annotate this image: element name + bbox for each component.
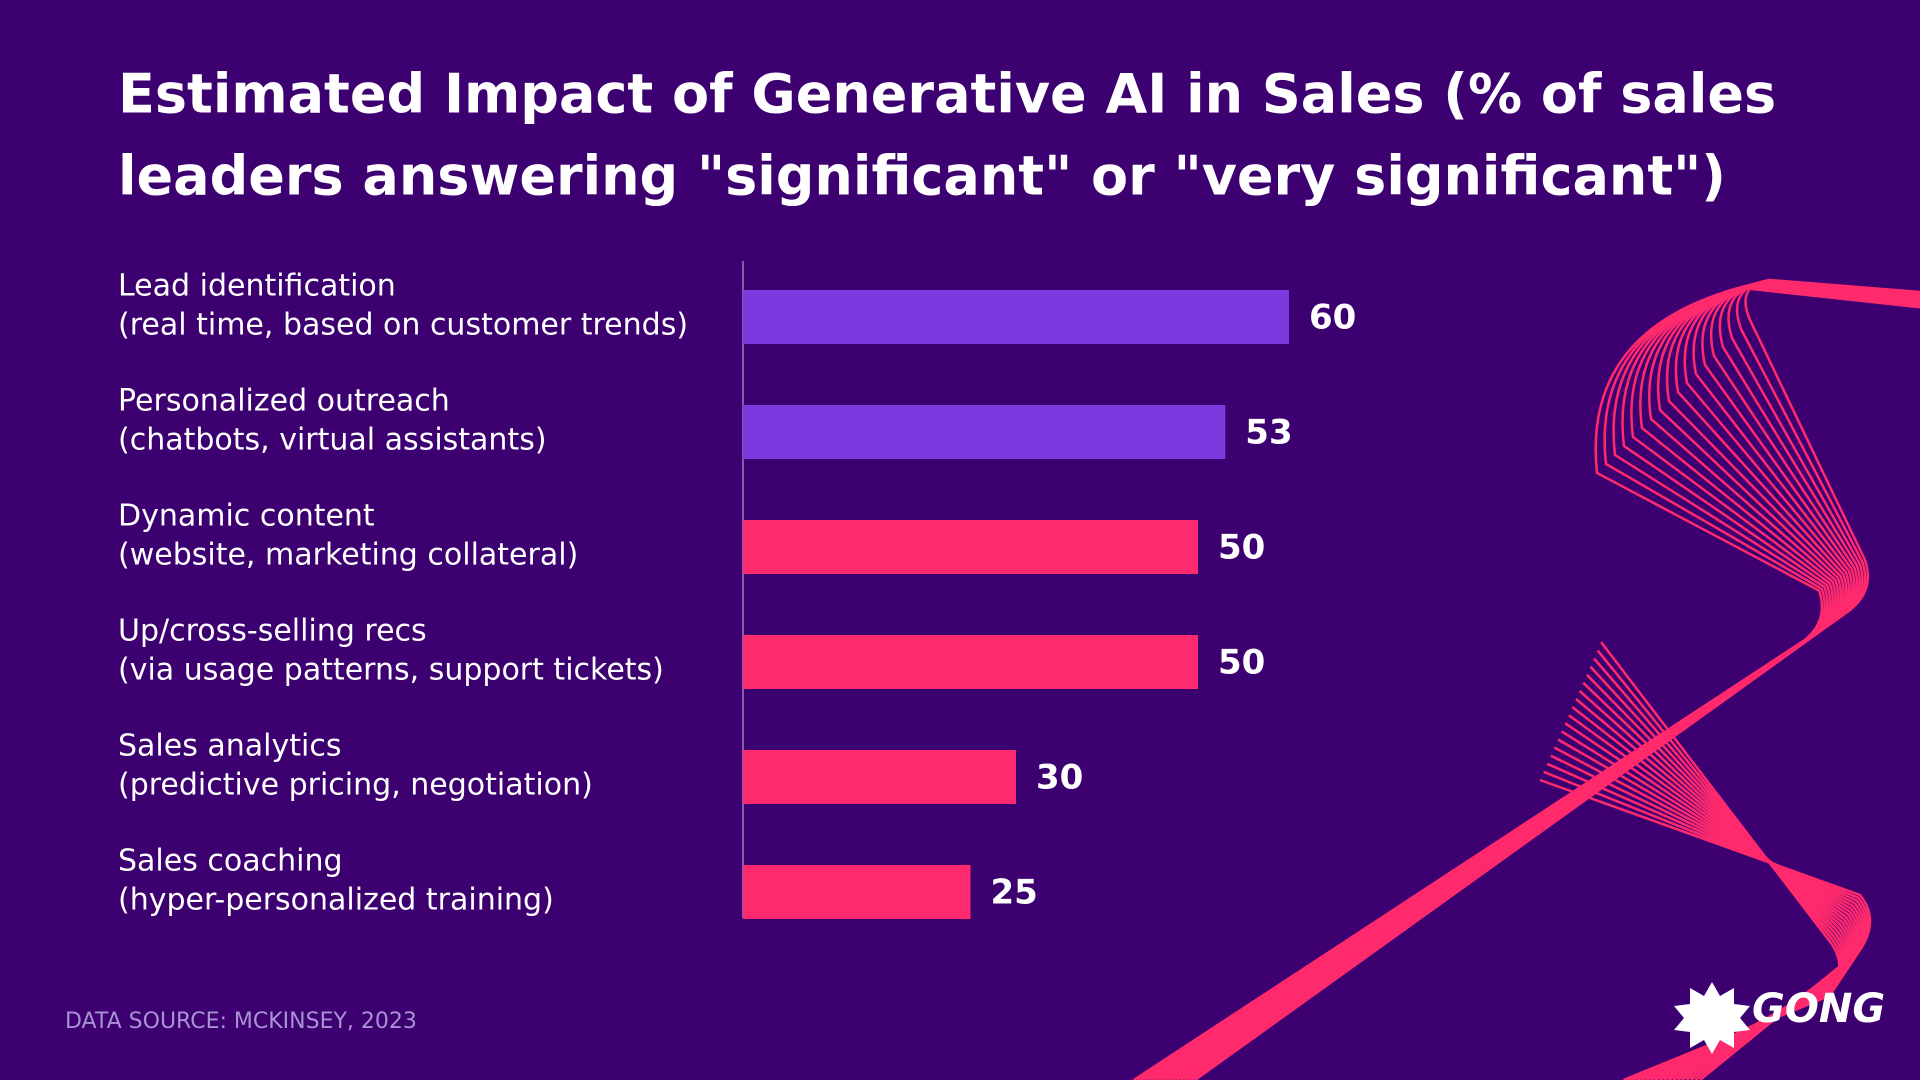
category-note: (website, marketing collateral) [118,538,578,573]
category-note: (via usage patterns, support tickets) [118,653,664,688]
category-note: (predictive pricing, negotiation) [118,768,593,803]
value-label: 25 [991,873,1038,913]
category-label: Dynamic content [118,499,375,534]
category-label: Up/cross-selling recs [118,614,427,649]
category-note: (real time, based on customer trends) [118,308,688,343]
source: DATA SOURCE: MCKINSEY, 2023 [65,1009,417,1034]
bar [743,405,1226,459]
decor-line [1133,286,1920,1080]
value-label: 50 [1218,528,1265,568]
value-label: 60 [1309,298,1356,338]
category-note: (chatbots, virtual assistants) [118,423,547,458]
bar [743,865,971,919]
bar [743,520,1198,574]
category-label: Personalized outreach [118,384,450,419]
decor-line [1600,641,1841,1080]
value-label: 30 [1036,758,1083,798]
bar [743,750,1016,804]
category-label: Sales analytics [118,729,341,764]
logo: GONG [1674,982,1885,1054]
category-label: Sales coaching [118,844,343,879]
chart-title: Estimated Impact of Generative AI in Sal… [118,63,1776,126]
logo-text: GONG [1752,986,1885,1032]
chart-title: leaders answering "significant" or "very… [118,145,1726,208]
logo-icon [1674,982,1750,1054]
bar [743,635,1198,689]
value-label: 50 [1218,643,1265,683]
value-label: 53 [1245,413,1292,453]
category-label: Lead identification [118,269,396,304]
bar [743,290,1289,344]
category-note: (hyper-personalized training) [118,883,554,918]
decoration [1133,278,1920,1080]
